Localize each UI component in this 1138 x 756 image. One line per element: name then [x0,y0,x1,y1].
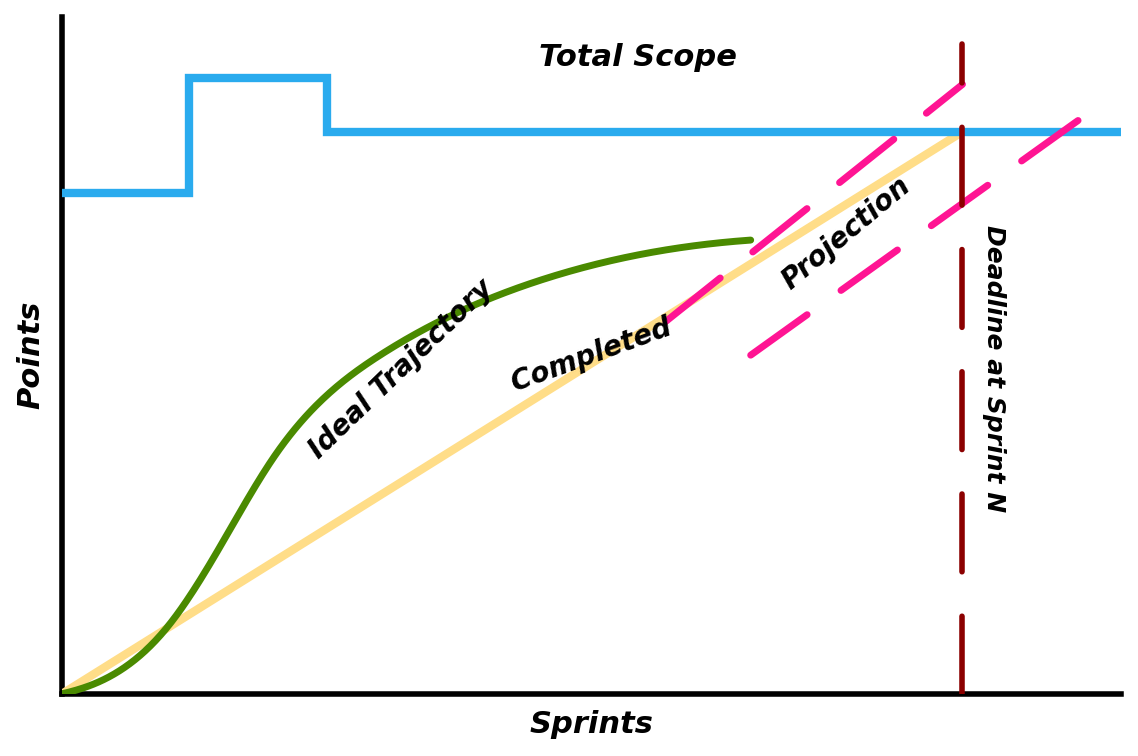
X-axis label: Sprints: Sprints [530,711,653,739]
Text: Total Scope: Total Scope [539,43,736,72]
Text: Deadline at Sprint N: Deadline at Sprint N [982,225,1006,513]
Y-axis label: Points: Points [17,301,46,409]
Text: Ideal Trajectory: Ideal Trajectory [304,274,498,463]
Text: Projection: Projection [776,172,916,295]
Text: Completed: Completed [508,313,676,397]
